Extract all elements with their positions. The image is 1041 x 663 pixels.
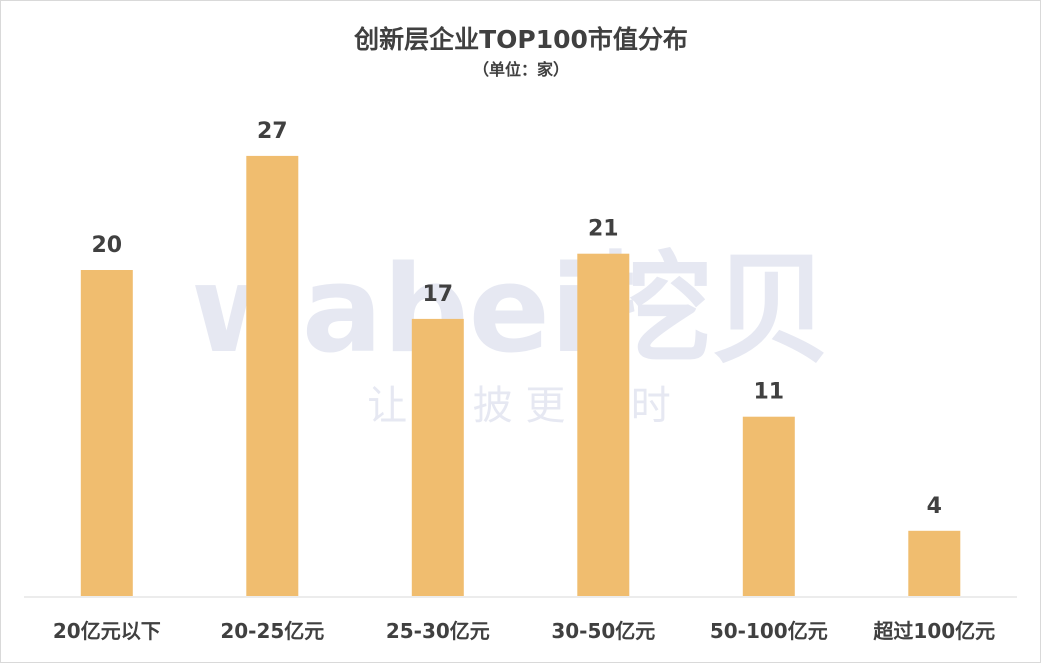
bar-3 <box>577 253 630 596</box>
x-tick-label-2: 25-30亿元 <box>386 619 490 643</box>
data-label-4: 11 <box>753 380 784 405</box>
chart-subtitle: （单位：家） <box>473 60 569 79</box>
bar-5 <box>908 530 961 596</box>
data-label-0: 20 <box>91 233 122 258</box>
x-tick-label-4: 50-100亿元 <box>710 619 828 643</box>
data-label-1: 27 <box>257 119 288 144</box>
chart-title: 创新层企业TOP100市值分布 <box>353 25 688 54</box>
x-tick-label-3: 30-50亿元 <box>551 619 655 643</box>
x-tick-label-5: 超过100亿元 <box>872 619 995 643</box>
bars-layer <box>80 155 961 596</box>
bar-4 <box>742 416 795 596</box>
x-tick-label-0: 20亿元以下 <box>53 619 161 643</box>
data-label-2: 17 <box>422 282 453 307</box>
bar-2 <box>411 318 464 596</box>
bar-1 <box>246 155 299 596</box>
data-label-5: 4 <box>927 494 942 519</box>
data-label-3: 21 <box>588 217 619 242</box>
x-tick-labels-layer: 20亿元以下 20-25亿元 25-30亿元 30-50亿元 50-100亿元 超过100… <box>53 619 995 643</box>
x-tick-label-1: 20-25亿元 <box>220 619 324 643</box>
bar-0 <box>80 270 133 596</box>
data-labels-layer: 20 27 17 21 11 4 <box>91 119 941 519</box>
